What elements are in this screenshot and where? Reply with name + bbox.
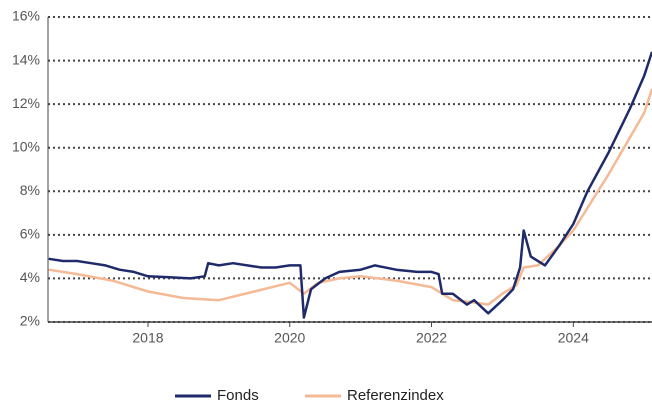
- line: [48, 88, 652, 306]
- y-tick-label: 6%: [20, 226, 40, 242]
- x-tick-label: 2020: [274, 330, 305, 346]
- y-tick-label: 2%: [20, 313, 40, 329]
- x-tick-label: 2024: [558, 330, 589, 346]
- y-tick-label: 14%: [12, 51, 40, 67]
- y-tick-label: 12%: [12, 95, 40, 111]
- y-tick-label: 16%: [12, 8, 40, 24]
- y-tick-label: 8%: [20, 182, 40, 198]
- y-tick-label: 4%: [20, 269, 40, 285]
- y-tick-label: 10%: [12, 138, 40, 154]
- legend-label: Referenzindex: [347, 387, 444, 404]
- line: [48, 51, 652, 319]
- x-tick-label: 2022: [416, 330, 447, 346]
- legend-label: Fonds: [217, 387, 259, 404]
- x-tick-label: 2018: [132, 330, 163, 346]
